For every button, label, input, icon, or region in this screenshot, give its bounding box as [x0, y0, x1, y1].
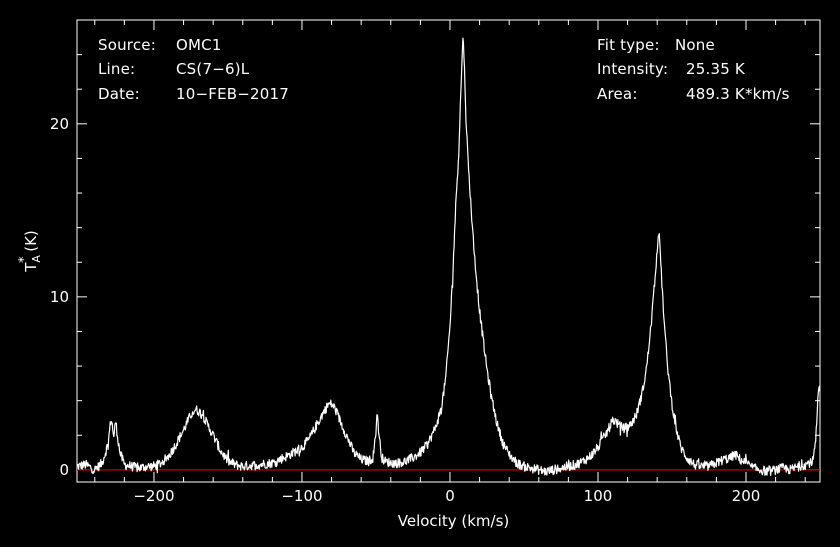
line-label: Line: [98, 60, 136, 78]
axis-tick-labels: −200 −100 0 100 200 0 10 20 [50, 115, 760, 505]
source-label: Source: [98, 36, 156, 54]
x-tick-label: 0 [445, 487, 455, 505]
intensity-label: Intensity: [597, 60, 669, 78]
date-value: 10−FEB−2017 [176, 85, 289, 103]
source-value: OMC1 [176, 36, 222, 54]
svg-text:TA* (K): TA* (K) [17, 230, 43, 273]
x-tick-label: −200 [133, 487, 174, 505]
axis-ticks [77, 20, 820, 482]
x-tick-label: −100 [281, 487, 322, 505]
intensity-value: 25.35 K [686, 60, 745, 78]
date-label: Date: [98, 85, 140, 103]
area-value: 489.3 K*km/s [686, 85, 790, 103]
x-axis-label: Velocity (km/s) [398, 512, 509, 530]
line-value: CS(7−6)L [176, 60, 250, 78]
x-tick-label: 200 [732, 487, 761, 505]
y-tick-label: 10 [50, 288, 69, 306]
fit-type-label: Fit type: [597, 36, 660, 54]
y-axis-label: TA* (K) [17, 230, 43, 273]
y-tick-label: 20 [50, 115, 69, 133]
x-tick-label: 100 [584, 487, 613, 505]
fit-type-value: None [675, 36, 715, 54]
y-tick-label: 0 [59, 461, 69, 479]
plot-frame [76, 19, 821, 483]
spectrum-series-line [76, 37, 821, 477]
area-label: Area: [597, 85, 638, 103]
